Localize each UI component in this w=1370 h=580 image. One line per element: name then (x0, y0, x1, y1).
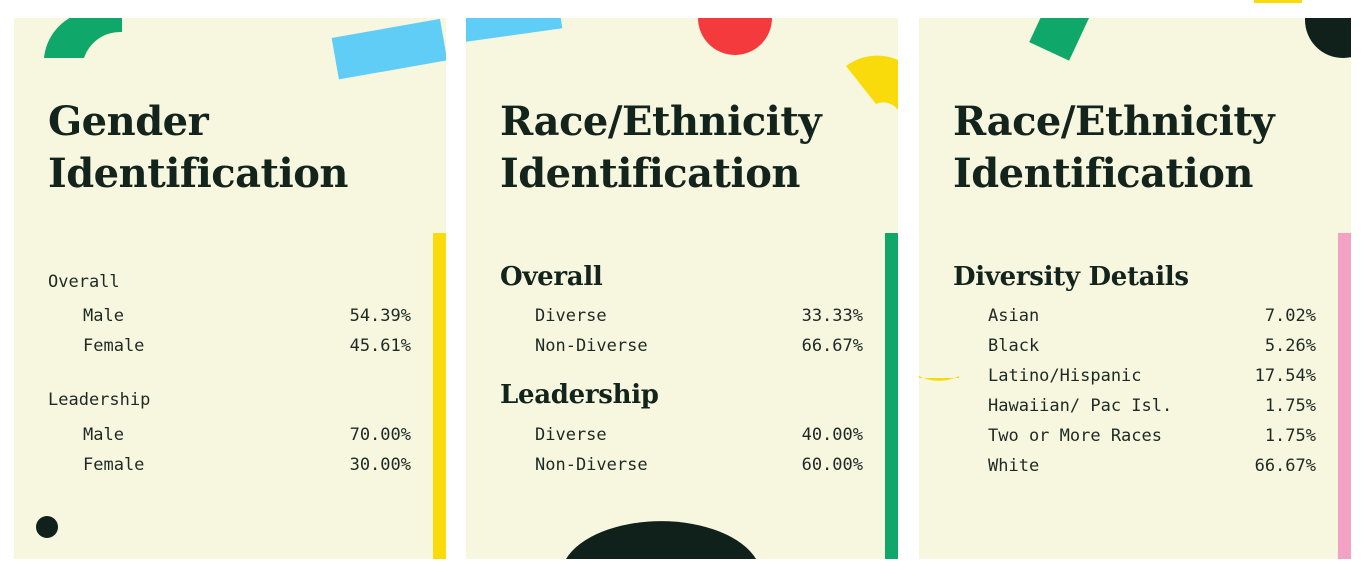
stat-row: Latino/Hispanic 17.54% (988, 366, 1316, 388)
stat-value: 7.02% (1264, 306, 1316, 326)
stat-value: 54.39% (349, 306, 411, 326)
stat-label: Diverse (535, 425, 607, 445)
stat-value: 45.61% (349, 336, 411, 356)
stat-value: 1.75% (1264, 396, 1316, 416)
stat-row: Diverse 33.33% (535, 306, 863, 328)
decorative-shapes (466, 18, 898, 559)
stat-label: Diverse (535, 306, 607, 326)
section-heading-leadership: Leadership (48, 390, 151, 410)
stat-row: Hawaiian/ Pac Isl. 1.75% (988, 396, 1316, 418)
section-heading-leadership: Leadership (500, 380, 659, 410)
stat-value: 1.75% (1264, 426, 1316, 446)
stat-label: Black (988, 336, 1040, 356)
stat-label: Two or More Races (988, 426, 1162, 446)
card-title: Race/Ethnicity Identification (500, 98, 822, 197)
stat-label: Non-Diverse (535, 336, 648, 356)
yellow-arc-shape (846, 55, 898, 110)
blue-bar-shape (466, 18, 563, 43)
stat-row: Non-Diverse 66.67% (535, 336, 863, 358)
card-title: Gender Identification (48, 98, 349, 197)
green-arc-shape (44, 18, 122, 58)
dark-semicircle-shape (566, 521, 756, 559)
stat-row: Asian 7.02% (988, 306, 1316, 328)
gender-identification-card: Gender Identification Overall Male 54.39… (14, 18, 446, 559)
dark-dot-shape (36, 516, 58, 538)
stat-row: White 66.67% (988, 456, 1316, 478)
stat-row: Two or More Races 1.75% (988, 426, 1316, 448)
stat-value: 5.26% (1264, 336, 1316, 356)
stat-value: 40.00% (801, 425, 863, 445)
blue-bar-shape (331, 18, 446, 80)
stat-row: Male 54.39% (83, 306, 411, 328)
stat-label: Hawaiian/ Pac Isl. (988, 396, 1173, 416)
stat-label: Latino/Hispanic (988, 366, 1142, 386)
stat-row: Black 5.26% (988, 336, 1316, 358)
stat-row: Male 70.00% (83, 425, 411, 447)
red-semicircle-shape (698, 18, 772, 55)
stat-value: 17.54% (1254, 366, 1316, 386)
pink-side-bar (1338, 233, 1351, 559)
stat-label: White (988, 456, 1040, 476)
green-block-shape (1029, 18, 1093, 61)
stat-value: 66.67% (1254, 456, 1316, 476)
stat-label: Female (83, 336, 145, 356)
stat-value: 33.33% (801, 306, 863, 326)
stat-label: Non-Diverse (535, 455, 648, 475)
decorative-shapes (36, 18, 446, 559)
stat-row: Diverse 40.00% (535, 425, 863, 447)
diversity-details-card: Race/Ethnicity Identification Diversity … (919, 18, 1351, 559)
section-heading-overall: Overall (48, 272, 120, 292)
stat-row: Female 30.00% (83, 455, 411, 477)
stat-label: Male (83, 425, 124, 445)
section-heading-diversity-details: Diversity Details (953, 262, 1189, 292)
stat-value: 30.00% (349, 455, 411, 475)
stat-value: 70.00% (349, 425, 411, 445)
yellow-edge-shape (1254, 0, 1302, 3)
yellow-side-bar (433, 233, 446, 559)
section-heading-overall: Overall (500, 262, 603, 292)
green-side-bar (885, 233, 898, 559)
dark-circle-shape (1305, 18, 1351, 58)
decorative-shapes (919, 18, 1351, 559)
stat-row: Non-Diverse 60.00% (535, 455, 863, 477)
stat-value: 60.00% (801, 455, 863, 475)
card-title: Race/Ethnicity Identification (953, 98, 1275, 197)
stat-value: 66.67% (801, 336, 863, 356)
stat-label: Male (83, 306, 124, 326)
race-ethnicity-card: Race/Ethnicity Identification Overall Di… (466, 18, 898, 559)
stat-row: Female 45.61% (83, 336, 411, 358)
stat-label: Asian (988, 306, 1040, 326)
stat-label: Female (83, 455, 145, 475)
yellow-arc-shape (919, 298, 959, 381)
